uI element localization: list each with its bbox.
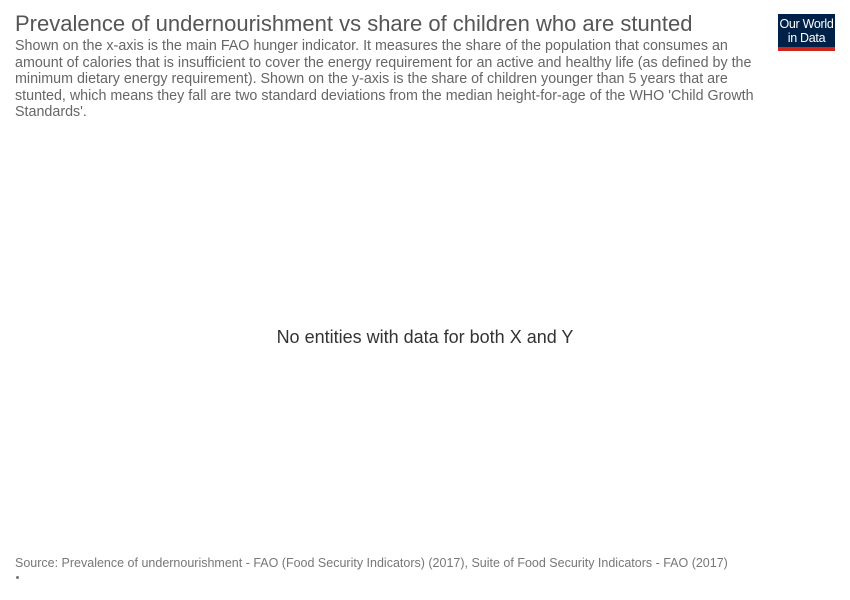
logo-line-1: Our World [779, 17, 834, 31]
chart-subtitle: Shown on the x-axis is the main FAO hung… [15, 38, 754, 120]
logo-line-2: in Data [787, 31, 826, 45]
source-note: Source: Prevalence of undernourishment -… [15, 556, 728, 570]
chart-title: Prevalence of undernourishment vs share … [15, 11, 693, 36]
no-data-message: No entities with data for both X and Y [276, 327, 574, 347]
footer-dot [16, 576, 19, 579]
scatter-plot-area: No entities with data for both X and Y [15, 130, 835, 545]
owid-logo[interactable]: Our World in Data [778, 14, 835, 51]
